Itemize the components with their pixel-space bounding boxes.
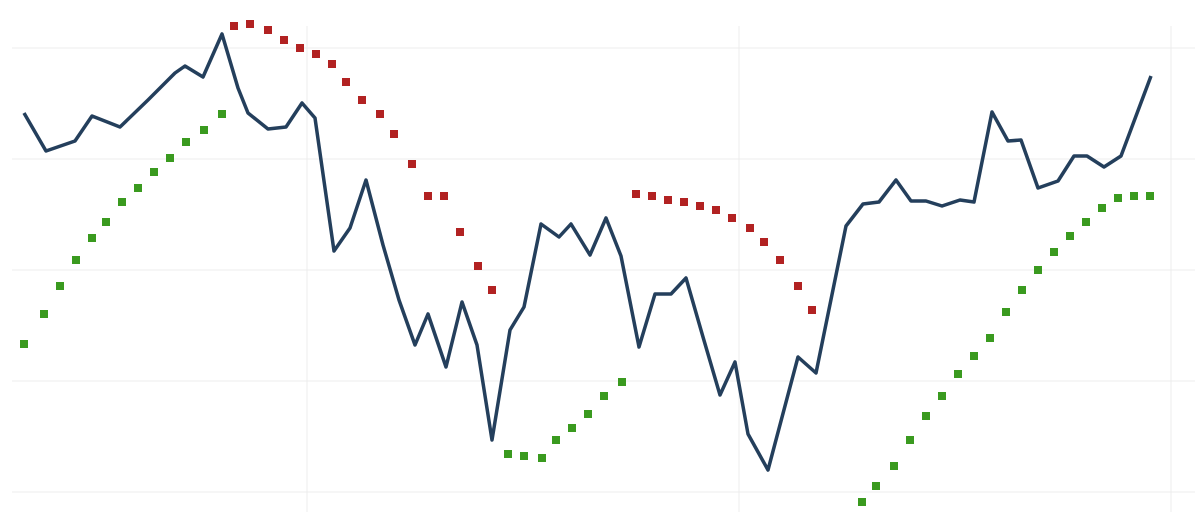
sar-dot xyxy=(970,352,978,360)
sar-dot xyxy=(230,22,238,30)
sar-dot xyxy=(166,154,174,162)
sar-dot xyxy=(312,50,320,58)
sar-dot xyxy=(1066,232,1074,240)
sar-dot xyxy=(760,238,768,246)
sar-dot xyxy=(552,436,560,444)
sar-dot xyxy=(568,424,576,432)
sar-dot xyxy=(40,310,48,318)
sar-dot xyxy=(218,110,226,118)
sar-dot xyxy=(1002,308,1010,316)
sar-dot xyxy=(600,392,608,400)
sar-dot xyxy=(938,392,946,400)
sar-dot xyxy=(264,26,272,34)
sar-dot xyxy=(424,192,432,200)
sar-dot xyxy=(794,282,802,290)
sar-dot xyxy=(504,450,512,458)
sar-dot xyxy=(182,138,190,146)
sar-dot xyxy=(538,454,546,462)
sar-dot xyxy=(88,234,96,242)
sar-dot xyxy=(456,228,464,236)
sar-dot xyxy=(488,286,496,294)
sar-dot xyxy=(20,340,28,348)
sar-dot xyxy=(246,20,254,28)
sar-dot xyxy=(1130,192,1138,200)
sar-dot xyxy=(890,462,898,470)
sar-dot xyxy=(296,44,304,52)
sar-dot xyxy=(746,224,754,232)
sar-dot xyxy=(474,262,482,270)
sar-dot xyxy=(118,198,126,206)
sar-dot xyxy=(150,168,158,176)
price-line xyxy=(22,32,1153,472)
sar-dot xyxy=(1034,266,1042,274)
sar-dot xyxy=(858,498,866,506)
sar-dot xyxy=(102,218,110,226)
sar-dot xyxy=(728,214,736,222)
sar-dot xyxy=(200,126,208,134)
sar-dot xyxy=(1146,192,1154,200)
sar-dot xyxy=(342,78,350,86)
sar-dot xyxy=(776,256,784,264)
sar-dot xyxy=(390,130,398,138)
sar-dot xyxy=(280,36,288,44)
sar-dot xyxy=(618,378,626,386)
sar-dot xyxy=(1018,286,1026,294)
sar-dot xyxy=(440,192,448,200)
sar-dot xyxy=(664,196,672,204)
sar-dot xyxy=(872,482,880,490)
sar-dot xyxy=(1114,194,1122,202)
sar-dot xyxy=(376,110,384,118)
sar-dot xyxy=(632,190,640,198)
sar-dot xyxy=(808,306,816,314)
sar-dot xyxy=(1050,248,1058,256)
sar-dot xyxy=(1082,218,1090,226)
sar-dot xyxy=(584,410,592,418)
sar-dot xyxy=(648,192,656,200)
sar-dot xyxy=(954,370,962,378)
sar-dot xyxy=(520,452,528,460)
sar-dot xyxy=(328,60,336,68)
sar-dot xyxy=(358,96,366,104)
sar-dot xyxy=(56,282,64,290)
sar-dot xyxy=(680,198,688,206)
sar-dot xyxy=(696,202,704,210)
sar-dot xyxy=(72,256,80,264)
sar-dot xyxy=(134,184,142,192)
sar-dot xyxy=(712,206,720,214)
sar-dot xyxy=(408,160,416,168)
sar-dot xyxy=(986,334,994,342)
sar-dot xyxy=(1098,204,1106,212)
sar-dot xyxy=(922,412,930,420)
sar-dot xyxy=(906,436,914,444)
